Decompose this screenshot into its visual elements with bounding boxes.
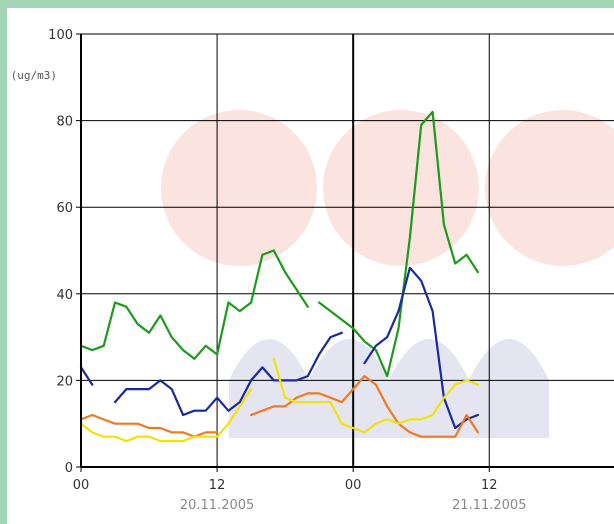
y-tick-label: 80 xyxy=(56,115,73,130)
date-label: 20.11.2005 xyxy=(180,498,254,513)
date-label: 21.11.2005 xyxy=(452,498,526,513)
plot-grid xyxy=(80,33,614,468)
series-segment xyxy=(363,266,479,430)
series-segment xyxy=(79,249,309,360)
series-segment xyxy=(79,388,253,443)
y-tick-label: 40 xyxy=(56,288,73,303)
series-line-4 xyxy=(79,357,479,443)
series-segment xyxy=(79,366,94,386)
x-tick-label: 12 xyxy=(209,478,226,493)
plot-axes xyxy=(76,33,614,472)
y-tick-label: 60 xyxy=(56,201,73,216)
axis-labels: (ug/m3) 0 20 40 60 80 100 00 12 00 12 20.11.2005 21… xyxy=(11,28,527,513)
y-axis-unit-label: (ug/m3) xyxy=(11,69,57,82)
x-tick-label: 00 xyxy=(345,478,362,493)
y-tick-label: 0 xyxy=(65,461,73,476)
series-segment xyxy=(79,413,219,438)
line-chart: (ug/m3) 0 20 40 60 80 100 00 12 00 12 20.11.2005 21… xyxy=(11,28,614,513)
series-segment xyxy=(272,357,479,434)
series-segment xyxy=(318,110,479,378)
x-tick-label: 00 xyxy=(73,478,90,493)
x-tick-label: 12 xyxy=(481,478,498,493)
series-line-2 xyxy=(79,266,479,430)
series-layer xyxy=(79,110,479,443)
y-tick-label: 100 xyxy=(48,28,73,43)
series-segment xyxy=(113,331,343,417)
watermark-logo xyxy=(161,110,614,438)
y-tick-label: 20 xyxy=(56,374,73,389)
series-line-1 xyxy=(79,110,479,378)
series-segment xyxy=(250,375,479,438)
chart-panel: (ug/m3) 0 20 40 60 80 100 00 12 00 12 20.11.2005 21… xyxy=(7,8,614,524)
